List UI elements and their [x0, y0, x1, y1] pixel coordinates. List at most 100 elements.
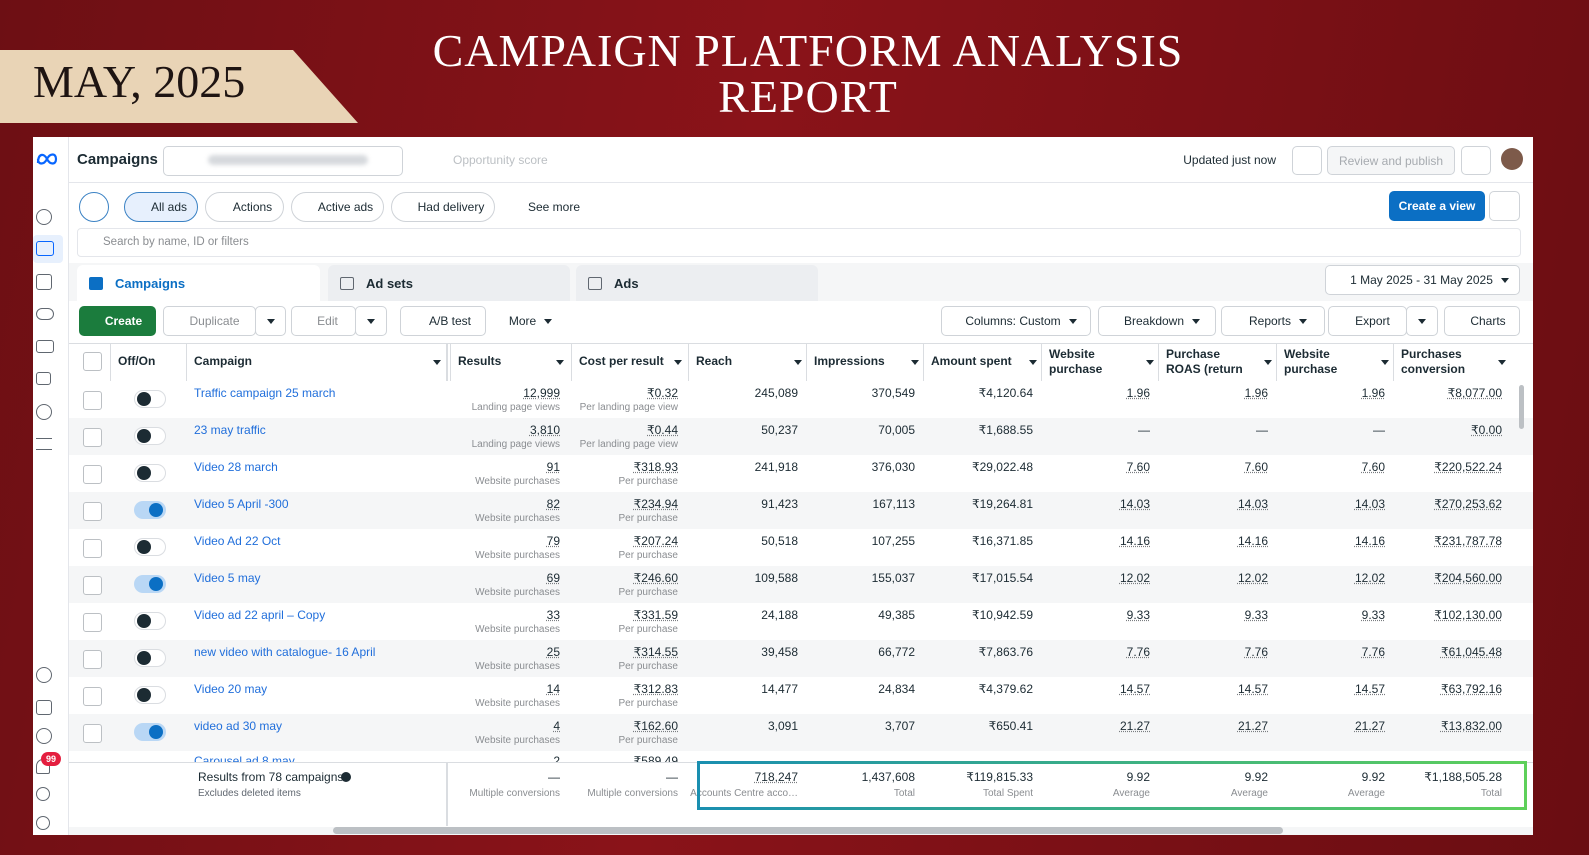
roas: 14.16	[1354, 534, 1385, 548]
column-header: Off/On	[118, 354, 156, 368]
campaign-name[interactable]: Video 5 April -300	[194, 497, 289, 511]
campaign-name[interactable]: new video with catalogue- 16 April	[194, 645, 376, 659]
row-checkbox[interactable]	[83, 724, 102, 743]
columns-button[interactable]: Columns: Custom	[941, 306, 1091, 336]
campaign-name[interactable]: Traffic campaign 25 march	[194, 386, 336, 400]
filter-chip[interactable]: Active ads	[291, 192, 384, 222]
column-header[interactable]: Website purchase ROA…	[1284, 347, 1338, 376]
tab[interactable]	[328, 265, 570, 301]
table-row	[69, 714, 1533, 751]
column-header[interactable]: Amount spent	[931, 354, 1012, 368]
charts-button[interactable]: Charts	[1444, 306, 1520, 336]
caret	[544, 318, 553, 324]
roas: 7.76	[1244, 645, 1268, 659]
nav-icon	[36, 404, 52, 420]
roas: 21.27	[1119, 719, 1150, 733]
column-header[interactable]: Reach	[696, 354, 733, 368]
campaign-name[interactable]: Video 20 may	[194, 682, 268, 696]
campaign-name[interactable]: 23 may traffic	[194, 423, 266, 437]
search-button[interactable]	[79, 192, 109, 222]
date-range[interactable]: 1 May 2025 - 31 May 2025	[1325, 265, 1520, 295]
column-divider	[1158, 343, 1159, 381]
tab-label: Ads	[614, 276, 639, 291]
nav-icon	[36, 372, 51, 385]
reports-button[interactable]: Reports	[1221, 306, 1325, 336]
nav-icon	[36, 209, 52, 225]
refresh-button[interactable]	[1292, 146, 1322, 175]
export-menu[interactable]	[1406, 306, 1438, 336]
column-header[interactable]: Purchases conversion value	[1401, 347, 1466, 376]
footer-note: Excludes deleted items	[198, 788, 301, 799]
result-type: Website purchases	[475, 587, 560, 598]
edit-menu[interactable]	[355, 306, 387, 336]
export-button[interactable]: Export	[1328, 306, 1407, 336]
more-button[interactable]	[1461, 146, 1491, 175]
row-checkbox[interactable]	[83, 613, 102, 632]
row-checkbox[interactable]	[83, 428, 102, 447]
create-view[interactable]: Create a view	[1389, 191, 1485, 221]
filter-chip[interactable]: Actions	[205, 192, 284, 222]
see-more[interactable]: See more	[511, 192, 583, 222]
breakdown-button[interactable]: Breakdown	[1098, 306, 1216, 336]
campaign-name[interactable]: Video Ad 22 Oct	[194, 534, 281, 548]
opportunity-score[interactable]: Opportunity score	[453, 153, 548, 167]
roas: 7.60	[1244, 460, 1268, 474]
amount-spent: ₹19,264.81	[971, 497, 1033, 511]
campaign-name[interactable]: video ad 30 may	[194, 719, 283, 733]
create-button-label: Create	[104, 314, 143, 328]
campaign-name[interactable]: Video 5 may	[194, 571, 261, 585]
column-header[interactable]: Purchase ROAS (return on ad…	[1166, 347, 1243, 376]
tab-icon	[588, 277, 602, 290]
roas: 12.02	[1237, 571, 1268, 585]
filter-chip-label: All ads	[150, 200, 188, 214]
filter-chip[interactable]: All ads	[124, 192, 198, 222]
impressions: 107,255	[871, 534, 915, 548]
row-checkbox[interactable]	[83, 539, 102, 558]
duplicate-menu[interactable]	[255, 306, 286, 336]
duplicate-button[interactable]: Duplicate	[163, 306, 256, 336]
tab[interactable]	[576, 265, 818, 301]
view-settings[interactable]	[1489, 191, 1520, 221]
toggle-knob	[137, 540, 151, 554]
review-publish[interactable]: Review and publish	[1327, 146, 1455, 175]
reach: 245,089	[754, 386, 798, 400]
column-header[interactable]: Campaign	[194, 354, 253, 368]
header-checkbox[interactable]	[83, 352, 102, 371]
results: 3,810	[529, 423, 560, 437]
see-more-label: See more	[527, 200, 581, 214]
filter-chip[interactable]: Had delivery	[391, 192, 495, 222]
cost-type: Per purchase	[618, 550, 678, 561]
column-divider	[1041, 343, 1042, 381]
sort-caret	[1146, 360, 1154, 365]
column-header[interactable]: Impressions	[814, 354, 885, 368]
tab[interactable]	[77, 265, 320, 301]
campaign-name[interactable]: Video 28 march	[194, 460, 278, 474]
column-header[interactable]: Results	[458, 354, 502, 368]
campaign-name[interactable]: Video ad 22 april – Copy	[194, 608, 326, 622]
footer-summary: Results from 78 campaigns	[198, 770, 344, 784]
edit-button[interactable]: Edit	[291, 306, 356, 336]
row-checkbox[interactable]	[83, 391, 102, 410]
roas: 12.02	[1354, 571, 1385, 585]
conversion-value: ₹63,792.16	[1440, 682, 1502, 696]
row-checkbox[interactable]	[83, 576, 102, 595]
row-checkbox[interactable]	[83, 687, 102, 706]
roas: —	[1256, 423, 1268, 437]
row-checkbox[interactable]	[83, 465, 102, 484]
reach: 91,423	[761, 497, 798, 511]
cost-per-result: ₹0.44	[647, 423, 678, 437]
review-publish-label: Review and publish	[1338, 153, 1444, 168]
sort-caret	[433, 360, 441, 365]
cost-per-result: ₹234.94	[633, 497, 678, 511]
column-header[interactable]: Website purchase ROA…	[1049, 347, 1103, 376]
row-checkbox[interactable]	[83, 502, 102, 521]
results: 25	[546, 645, 560, 659]
ab-test-button[interactable]: A/B test	[400, 306, 486, 336]
column-header[interactable]: Cost per result	[579, 354, 664, 368]
search-bar[interactable]	[77, 228, 1521, 257]
create-button[interactable]: Create	[79, 306, 156, 336]
footer-cost-note: Multiple conversions	[587, 788, 678, 799]
cost-per-result: ₹162.60	[633, 719, 678, 733]
row-checkbox[interactable]	[83, 650, 102, 669]
more-menu[interactable]: More	[503, 306, 558, 336]
